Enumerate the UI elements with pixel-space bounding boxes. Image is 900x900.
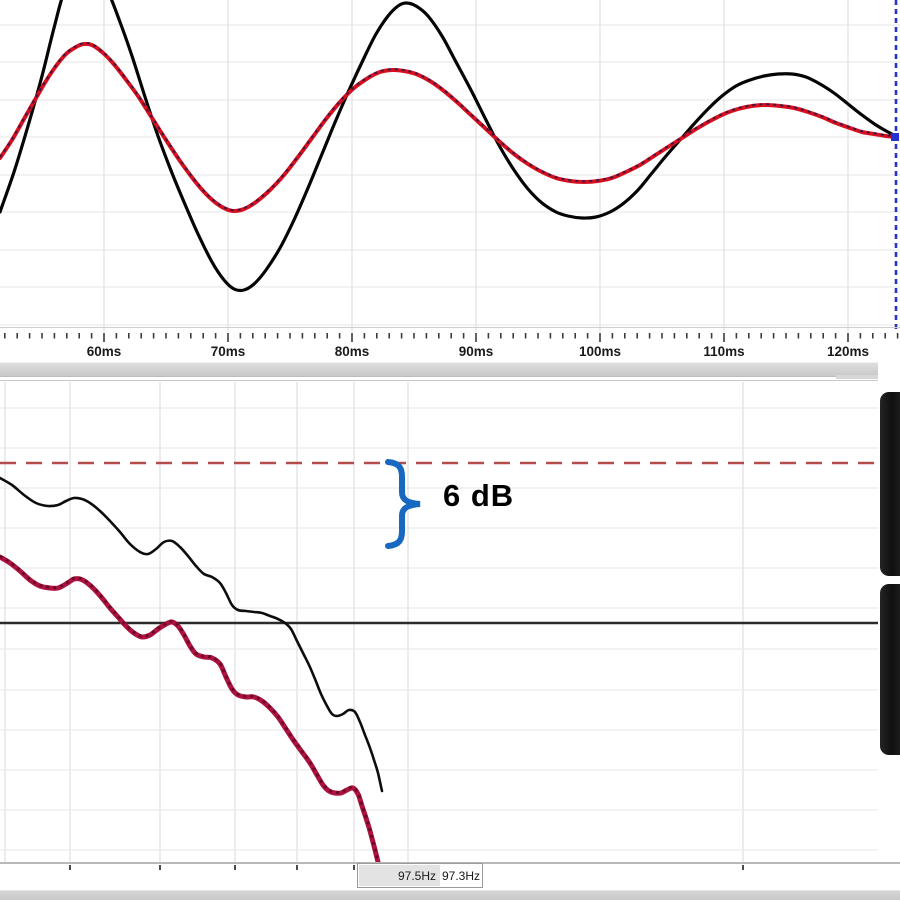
cursor-readout-box: 97.5Hz 97.3Hz xyxy=(357,863,483,888)
dark-side-object-bottom xyxy=(880,584,900,755)
red-trace xyxy=(0,41,898,213)
crimson-response-overlay xyxy=(0,554,381,866)
black-trace xyxy=(0,0,898,293)
time-tick-label: 90ms xyxy=(459,344,494,359)
time-tick-label: 120ms xyxy=(827,344,869,359)
time-tick-label: 80ms xyxy=(335,344,370,359)
time-tick-label: 70ms xyxy=(211,344,246,359)
time-tick-label: 110ms xyxy=(703,344,744,359)
time-axis-ruler[interactable]: 60ms 70ms 80ms 90ms 100ms 110ms 120ms xyxy=(0,326,900,360)
frequency-response-plot[interactable] xyxy=(0,380,900,888)
six-db-brace xyxy=(385,459,421,549)
panel-divider-scrollbar[interactable] xyxy=(0,362,878,377)
panel-divider-step xyxy=(836,375,878,379)
cursor-readout-primary: 97.5Hz xyxy=(359,865,440,886)
time-cursor-marker[interactable] xyxy=(891,133,899,141)
cursor-readout-secondary: 97.3Hz xyxy=(442,868,481,883)
black-response xyxy=(0,476,384,793)
six-db-label: 6 dB xyxy=(443,478,515,513)
time-domain-plot[interactable] xyxy=(0,0,900,332)
red-trace-overlay xyxy=(0,42,897,212)
crimson-response xyxy=(0,554,382,869)
time-tick-label: 100ms xyxy=(579,344,621,359)
dark-side-object-top xyxy=(880,392,900,576)
bottom-scrollbar[interactable] xyxy=(0,890,900,900)
time-tick-label: 60ms xyxy=(87,344,122,359)
